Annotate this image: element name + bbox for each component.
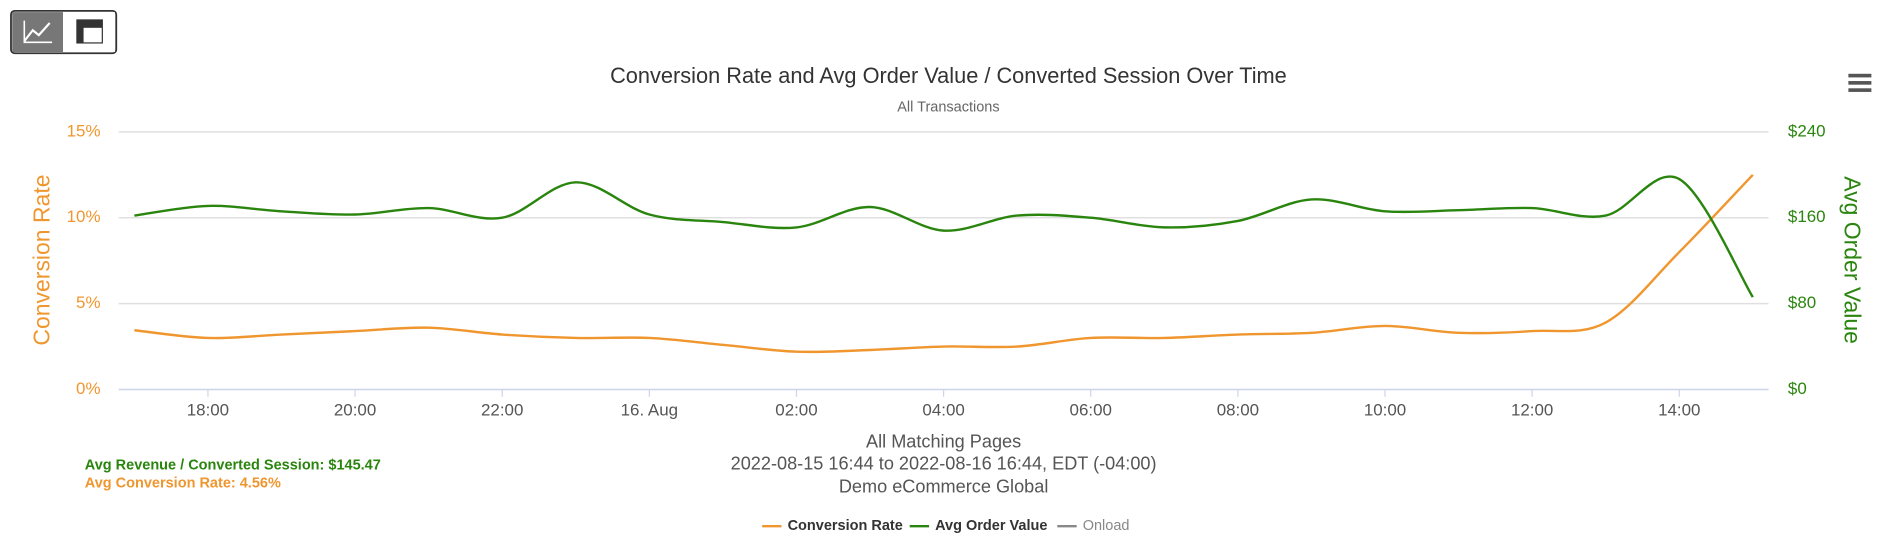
caption: Demo eCommerce Global [839, 476, 1049, 496]
series-line [134, 175, 1754, 298]
chart-title: Conversion Rate and Avg Order Value / Co… [610, 63, 1287, 88]
y-tick-label: 5% [76, 293, 100, 312]
x-tick-label: 22:00 [481, 401, 523, 420]
x-tick-label: 14:00 [1658, 401, 1700, 420]
y-axis-title: Conversion Rate [29, 175, 55, 346]
x-tick-label: 10:00 [1364, 401, 1406, 420]
y-tick-label: 10% [67, 207, 101, 226]
table-icon-cell [83, 27, 102, 43]
x-tick-label: 18:00 [187, 401, 229, 420]
legend-label: Conversion Rate [788, 518, 903, 534]
y2-tick-label: $0 [1788, 379, 1807, 398]
legend-label: Avg Order Value [935, 518, 1047, 534]
series-line [134, 173, 1754, 354]
chart-icon-axes [23, 20, 53, 44]
stat: Avg Revenue / Converted Session: $145.47 [85, 458, 381, 474]
y2-tick-label: $80 [1788, 293, 1816, 312]
menu-bar [1848, 88, 1872, 92]
x-tick-label: 02:00 [775, 401, 817, 420]
chart-view-button[interactable] [12, 12, 64, 53]
chart-subtitle: All Transactions [897, 99, 999, 115]
x-tick-label: 08:00 [1217, 401, 1259, 420]
caption: 2022-08-15 16:44 to 2022-08-16 16:44, ED… [731, 453, 1157, 473]
menu-bar [1848, 73, 1872, 78]
x-tick-label: 12:00 [1511, 401, 1553, 420]
stat: Avg Conversion Rate: 4.56% [85, 476, 281, 492]
x-tick-label: 04:00 [922, 401, 964, 420]
menu-button[interactable] [1848, 73, 1872, 92]
caption: All Matching Pages [866, 432, 1021, 452]
x-tick-label: 20:00 [334, 401, 376, 420]
legend-label: Onload [1083, 518, 1130, 534]
y2-tick-label: $240 [1788, 121, 1826, 140]
y-tick-label: 0% [76, 379, 100, 398]
y2-tick-label: $160 [1788, 207, 1826, 226]
x-tick-label: 06:00 [1070, 401, 1112, 420]
view-toggle [10, 9, 118, 55]
y2-axis-title: Avg Order Value [1840, 176, 1866, 344]
chart-icon [23, 22, 51, 42]
y-tick-label: 15% [67, 121, 101, 140]
menu-bar [1848, 81, 1872, 85]
x-tick-label: 16. Aug [621, 401, 678, 420]
